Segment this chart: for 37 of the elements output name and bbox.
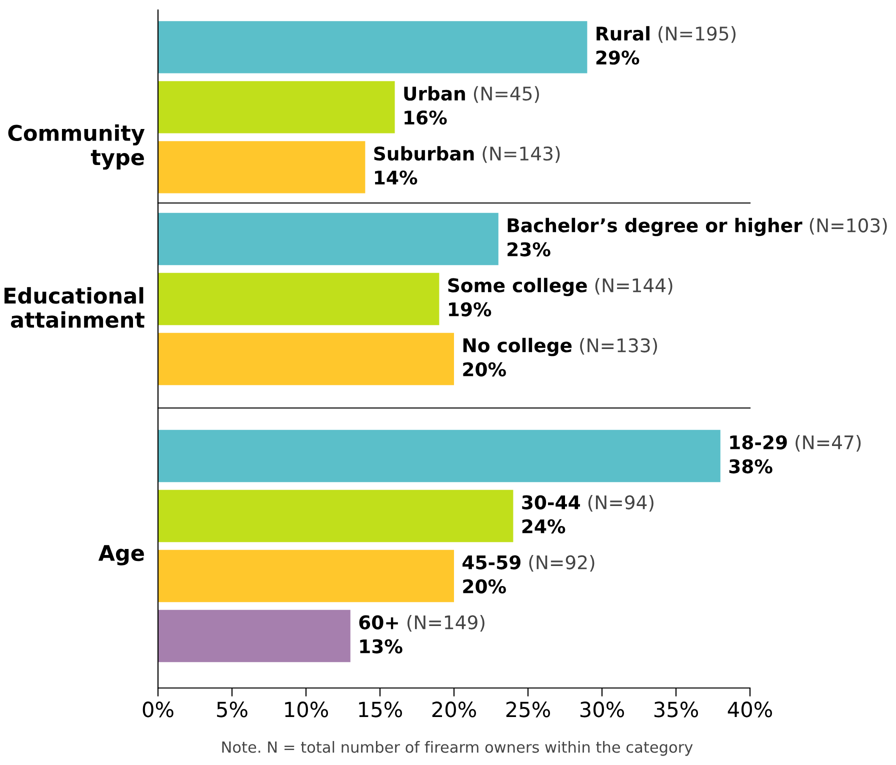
category-label: Suburban (N=143) — [374, 146, 560, 163]
data-label: 20% — [463, 362, 506, 376]
data-label: 23% — [508, 242, 550, 256]
category-label: Rural (N=195) — [596, 26, 736, 43]
x-tick-label: 30% — [580, 702, 624, 718]
y-tick-label: 18-29 (N=47) — [730, 434, 861, 452]
x-tick-label: 0% — [142, 702, 174, 718]
x-tick-label: 25% — [506, 702, 550, 718]
category-label: No college (N=133) — [463, 338, 658, 356]
category-label: Urban (N=45) — [404, 86, 539, 103]
y-tick-label: 45-59 (N=92) — [462, 554, 594, 572]
y-axis-title: Educational attainment — [4, 287, 144, 328]
y-axis-title: Community type — [8, 124, 145, 170]
data-label: 13% — [360, 639, 402, 654]
category-label: Bachelor’s degree or higher (N=103) — [508, 218, 887, 236]
data-label: 38% — [729, 459, 772, 474]
x-tick-label: 40% — [728, 702, 772, 718]
text: Note. N = total number of firearm owners within the category — [222, 741, 693, 756]
data-label: 29% — [596, 50, 640, 65]
y-tick-label: 60+ (N=149) — [359, 614, 484, 632]
x-tick-label: 5% — [217, 702, 248, 718]
data-label: 20% — [463, 579, 506, 594]
data-label: 16% — [404, 110, 447, 125]
category-label: Some college (N=144) — [448, 278, 672, 296]
x-tick-label: 10% — [285, 702, 328, 718]
data-label: 24% — [522, 519, 566, 534]
bar — [158, 610, 350, 662]
x-tick-label: 35% — [654, 702, 698, 718]
y-tick-label: 30-44 (N=94) — [522, 494, 654, 512]
data-label: 14% — [375, 170, 418, 185]
y-axis-title: Age — [98, 545, 144, 566]
x-tick-label: 20% — [432, 702, 476, 718]
x-tick-label: 15% — [359, 702, 402, 718]
bar — [158, 550, 454, 602]
data-label: 19% — [449, 302, 492, 316]
bar — [158, 490, 514, 542]
bar — [158, 430, 720, 482]
